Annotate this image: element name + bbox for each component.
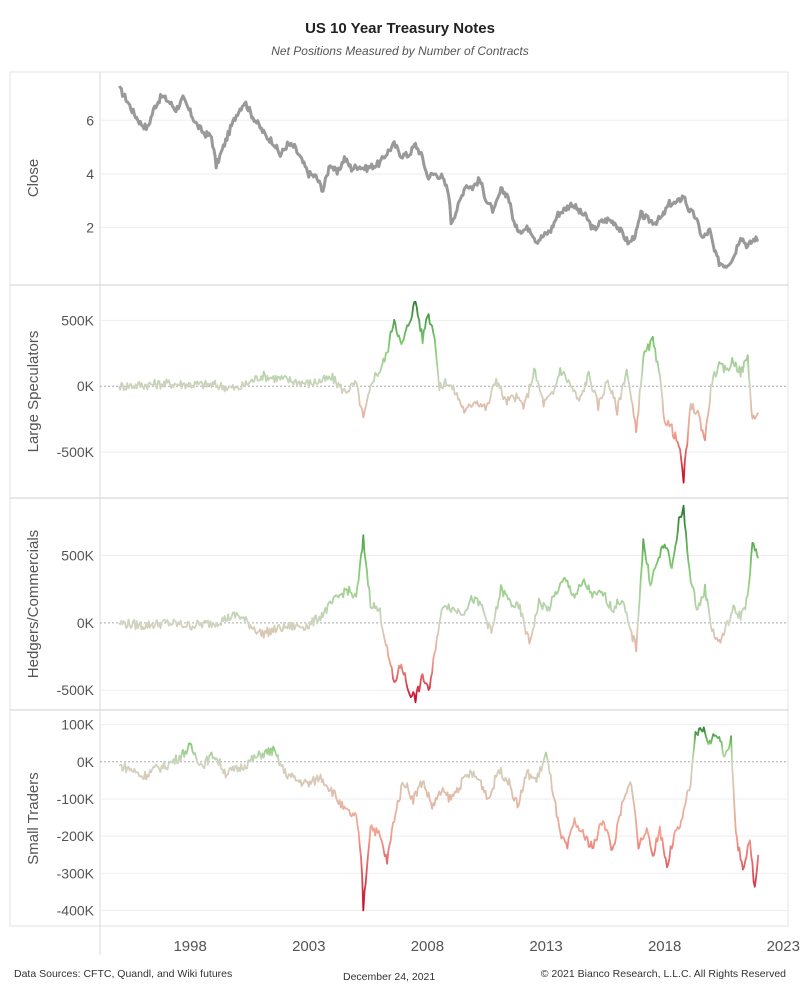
- chart-title: US 10 Year Treasury Notes: [305, 20, 495, 37]
- x-tick-label: 2013: [529, 938, 562, 955]
- y-tick-label: -200K: [57, 828, 95, 844]
- x-tick-label: 1998: [173, 938, 206, 955]
- y-axis-title: Close: [25, 159, 42, 197]
- y-tick-label: -100K: [57, 791, 95, 807]
- x-tick-label: 2008: [411, 938, 444, 955]
- y-tick-label: 2: [86, 220, 94, 236]
- x-axis: 1998 2003 2008 2013 2018 2023: [173, 938, 799, 955]
- copyright-note: © 2021 Bianco Research, L.L.C. All Right…: [540, 968, 786, 980]
- series-line-small-traders: [118, 726, 760, 912]
- chart-subtitle: Net Positions Measured by Number of Cont…: [271, 44, 529, 58]
- y-tick-label: 4: [86, 166, 94, 182]
- y-tick-label: 0K: [77, 378, 95, 394]
- y-tick-label: 6: [86, 112, 94, 128]
- x-tick-label: 2018: [648, 938, 681, 955]
- y-tick-label: -400K: [57, 903, 95, 919]
- series-line-hedgers-commercials: [118, 504, 760, 704]
- x-tick-label: 2003: [292, 938, 325, 955]
- y-tick-label: -300K: [57, 865, 95, 881]
- panel-large-speculators: -500K 0K 500K Large Speculators: [25, 300, 788, 484]
- data-sources-note: Data Sources: CFTC, Quandl, and Wiki fut…: [14, 968, 233, 980]
- y-axis-title: Large Speculators: [25, 331, 42, 453]
- panel-hedgers-commercials: -500K 0K 500K Hedgers/Commercials: [25, 504, 788, 704]
- panel-close: 2 4 6 Close: [25, 85, 788, 269]
- y-tick-label: 500K: [61, 312, 94, 328]
- chart-frame: [9, 71, 789, 927]
- y-tick-label: 500K: [61, 548, 94, 564]
- x-tick-label: 2023: [767, 938, 800, 955]
- panel-small-traders: -400K -300K -200K -100K 0K 100K Small Traders: [25, 717, 788, 919]
- y-axis-title: Small Traders: [25, 772, 42, 865]
- y-tick-label: 100K: [61, 717, 94, 733]
- series-line-close: [118, 85, 760, 269]
- y-tick-label: -500K: [57, 682, 95, 698]
- y-tick-label: -500K: [57, 444, 95, 460]
- report-date: December 24, 2021: [343, 971, 436, 983]
- series-line-large-speculators: [118, 300, 760, 484]
- y-axis-title: Hedgers/Commercials: [25, 530, 42, 678]
- y-tick-label: 0K: [77, 754, 95, 770]
- y-tick-label: 0K: [77, 615, 95, 631]
